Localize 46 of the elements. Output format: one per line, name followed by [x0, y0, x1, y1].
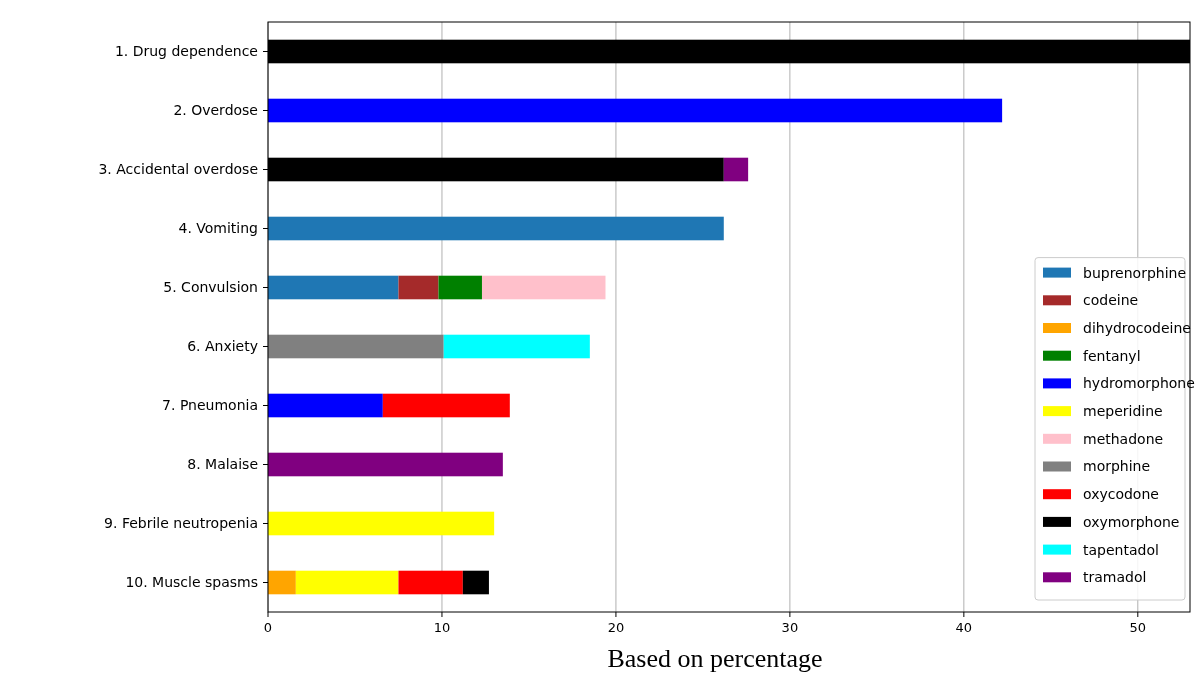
x-axis-title: Based on percentage — [607, 644, 823, 673]
bar — [723, 157, 749, 182]
legend-label: morphine — [1083, 458, 1151, 475]
x-tick-label: 30 — [781, 620, 799, 635]
x-tick-label: 50 — [1129, 620, 1147, 635]
bar — [462, 570, 489, 595]
bar — [382, 393, 510, 418]
y-tick-label: 4. Vomiting — [178, 220, 258, 237]
legend-label: dihydrocodeine — [1083, 319, 1191, 336]
legend-label: buprenorphine — [1083, 264, 1187, 281]
legend-label: tapentadol — [1083, 541, 1159, 558]
x-tick-label: 10 — [433, 620, 451, 635]
y-tick-label: 9. Febrile neutropenia — [104, 515, 258, 532]
bar — [268, 98, 1003, 123]
legend-label: tramadol — [1083, 569, 1147, 586]
legend-label: fentanyl — [1083, 347, 1141, 364]
legend-label: hydromorphone — [1083, 375, 1195, 392]
y-tick-label: 6. Anxiety — [187, 338, 258, 355]
bar — [268, 275, 399, 300]
legend-label: oxymorphone — [1083, 513, 1180, 530]
bar — [295, 570, 399, 595]
bar — [268, 452, 503, 477]
y-tick-label: 5. Convulsion — [163, 279, 258, 296]
y-tick-label: 7. Pneumonia — [162, 397, 258, 414]
y-tick-label: 3. Accidental overdose — [98, 161, 258, 178]
y-tick-label: 10. Muscle spasms — [125, 574, 258, 591]
x-tick-label: 0 — [263, 620, 273, 635]
bar — [481, 275, 606, 300]
bar — [398, 275, 439, 300]
y-tick-label: 1. Drug dependence — [114, 43, 258, 60]
bar — [268, 216, 724, 241]
bar — [268, 334, 444, 359]
bar — [268, 393, 383, 418]
x-tick-label: 20 — [607, 620, 625, 635]
legend-label: methadone — [1083, 430, 1164, 447]
bar — [268, 511, 495, 536]
x-tick-label: 40 — [955, 620, 973, 635]
bar — [438, 275, 482, 300]
legend-label: oxycodone — [1083, 486, 1159, 503]
legend-label: meperidine — [1083, 403, 1163, 419]
y-tick-label: 2. Overdose — [173, 102, 258, 119]
legend-label: codeine — [1083, 292, 1139, 309]
bar — [443, 334, 590, 359]
y-tick-label: 8. Malaise — [187, 456, 258, 473]
bar — [268, 570, 296, 595]
bar — [398, 570, 463, 595]
